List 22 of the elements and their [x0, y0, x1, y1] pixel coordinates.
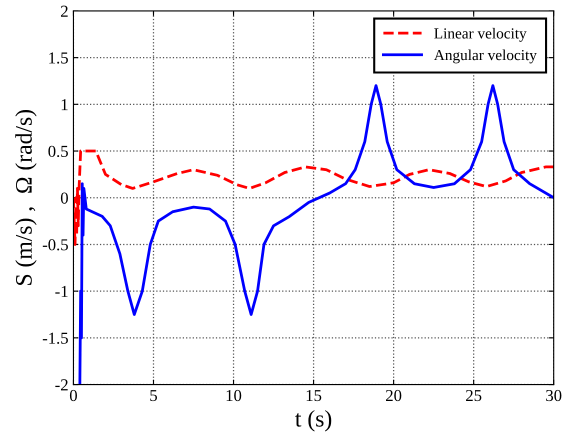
y-tick-label: -2 [55, 379, 68, 390]
line-series [73, 150, 554, 246]
x-tick-label: 5 [150, 390, 158, 402]
x-axis-title: t (s) [295, 410, 332, 432]
x-tick-label: 30 [546, 390, 562, 402]
x-tick-label: 10 [226, 390, 242, 402]
legend-label: Angular velocity [434, 49, 537, 64]
y-tick-label: 2 [60, 6, 68, 17]
y-tick-label: -1 [55, 286, 68, 297]
y-tick-label: 0.5 [48, 146, 68, 158]
y-tick-label: 1.5 [49, 52, 68, 64]
x-tick-label: 15 [306, 390, 322, 402]
line-series [78, 84, 554, 385]
y-axis-title: S (m/s) , Ω (rad/s) [15, 110, 37, 285]
x-tick-label: 0 [70, 390, 77, 402]
y-tick-label: 1 [62, 99, 68, 110]
y-tick-label: -1.5 [42, 332, 68, 344]
legend-label: Linear velocity [434, 28, 527, 42]
y-tick-label: -0.5 [42, 239, 68, 250]
y-tick-label: 0 [60, 192, 68, 204]
x-tick-label: 20 [386, 390, 402, 402]
x-tick-label: 25 [466, 390, 482, 402]
